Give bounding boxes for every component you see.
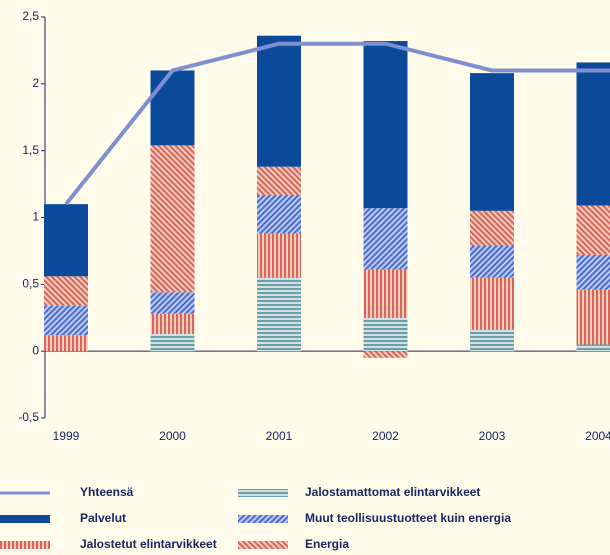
bar-segment <box>150 292 195 314</box>
legend-swatch <box>238 541 288 549</box>
bar-segment <box>44 276 88 306</box>
x-tick-label: 2003 <box>479 429 506 443</box>
x-tick-label: 2000 <box>159 429 186 443</box>
bar-segment <box>150 313 195 334</box>
bar-segment <box>576 254 610 290</box>
y-tick-label: 0 <box>32 343 39 357</box>
legend-label: Energia <box>305 537 349 551</box>
legend-label: Muut teollisuustuotteet kuin energia <box>305 511 511 525</box>
bar-segment <box>363 317 408 352</box>
bar-segment <box>257 233 301 278</box>
bar-segment <box>257 277 301 352</box>
x-tick-label: 2002 <box>372 429 399 443</box>
y-tick-label: 0,5 <box>22 277 39 291</box>
legend-label: Jalostamattomat elintarvikkeet <box>305 485 480 499</box>
bar-segment <box>470 329 514 352</box>
bar-segment <box>470 277 514 330</box>
bar-segment <box>257 35 301 167</box>
legend-label: Jalostetut elintarvikkeet <box>80 537 217 551</box>
total-line <box>64 41 610 206</box>
legend-swatch <box>0 541 50 549</box>
x-tick-label: 2004 <box>585 429 610 443</box>
bar-segment <box>576 289 610 345</box>
bar-segment <box>363 208 408 270</box>
y-tick-label: 2,5 <box>22 9 39 23</box>
bar-segment <box>576 344 610 352</box>
bar-segment <box>257 166 301 195</box>
bar-segment <box>150 70 195 146</box>
bar-segment <box>44 204 88 277</box>
legend-swatch <box>0 515 50 523</box>
bar-segment <box>576 205 610 255</box>
bar-segment <box>257 194 301 234</box>
bar-segment <box>150 333 195 352</box>
legend-label: Palvelut <box>80 511 126 525</box>
bar-segment <box>44 305 88 336</box>
legend-swatch <box>238 489 288 497</box>
bar-segment <box>363 269 408 318</box>
y-tick-label: -0,5 <box>18 410 39 424</box>
bar-segment <box>470 245 514 278</box>
y-tick-label: 1 <box>32 210 39 224</box>
y-tick-label: 2 <box>32 76 39 90</box>
bar-segment <box>576 62 610 206</box>
bar-segment <box>363 41 408 209</box>
x-tick-label: 2001 <box>266 429 293 443</box>
bar-segment <box>470 73 514 211</box>
legend-label: Yhteensä <box>80 485 134 499</box>
bar-segment <box>150 145 195 293</box>
x-tick-label: 1999 <box>53 429 80 443</box>
bar-segment <box>363 351 408 358</box>
bar-segment <box>470 210 514 246</box>
bar-segment <box>44 335 88 352</box>
y-tick-label: 1,5 <box>22 143 39 157</box>
legend-swatch <box>238 515 288 523</box>
